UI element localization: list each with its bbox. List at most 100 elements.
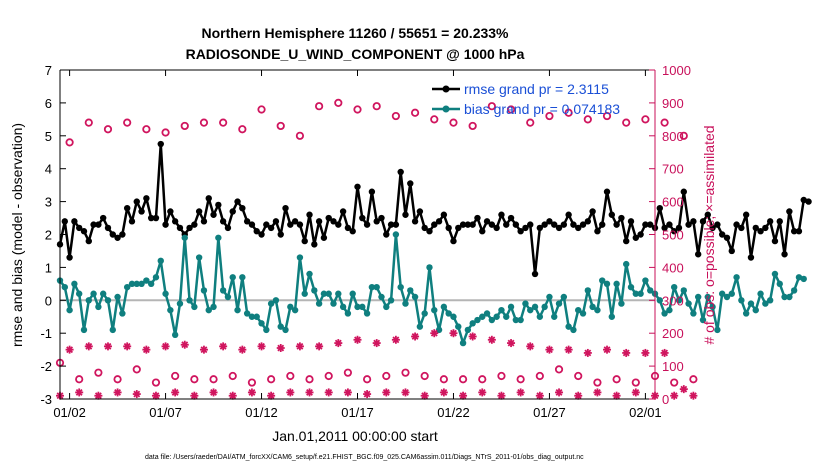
data-point bbox=[65, 138, 74, 147]
data-point bbox=[382, 371, 391, 381]
data-point bbox=[800, 275, 807, 283]
data-point bbox=[593, 378, 602, 387]
data-point bbox=[224, 224, 232, 232]
data-point bbox=[642, 221, 649, 228]
data-point bbox=[151, 378, 161, 387]
asterisk-stroke bbox=[593, 388, 601, 396]
data-point bbox=[263, 221, 270, 228]
data-point bbox=[752, 224, 759, 232]
data-point bbox=[209, 375, 218, 384]
asterisk-stroke bbox=[661, 349, 669, 357]
data-point bbox=[339, 303, 347, 311]
data-point bbox=[343, 368, 353, 377]
data-point bbox=[305, 388, 314, 397]
asterisk-stroke bbox=[488, 336, 496, 344]
x-tick-label: 01/17 bbox=[341, 405, 374, 420]
data-point bbox=[536, 224, 544, 232]
data-point bbox=[387, 221, 395, 228]
data-point bbox=[411, 293, 419, 301]
data-point bbox=[210, 303, 217, 311]
data-point bbox=[776, 218, 783, 225]
data-point bbox=[781, 293, 788, 301]
data-point bbox=[526, 342, 535, 351]
data-point bbox=[776, 280, 783, 288]
data-point bbox=[728, 247, 735, 255]
data-point bbox=[411, 332, 420, 341]
data-point bbox=[344, 310, 352, 317]
data-point bbox=[742, 211, 750, 218]
data-point bbox=[469, 320, 476, 327]
data-point bbox=[704, 211, 711, 218]
data-point bbox=[421, 310, 428, 317]
data-point bbox=[65, 345, 74, 354]
x-tick-label: 01/12 bbox=[245, 405, 278, 420]
data-point bbox=[747, 300, 755, 307]
data-point bbox=[167, 208, 174, 215]
data-point bbox=[670, 378, 679, 387]
data-point bbox=[215, 201, 222, 209]
data-point bbox=[152, 274, 160, 281]
data-point bbox=[315, 300, 323, 307]
data-point bbox=[632, 234, 640, 241]
data-point bbox=[103, 125, 113, 134]
data-point bbox=[675, 297, 683, 304]
data-point bbox=[459, 339, 467, 347]
data-point bbox=[468, 332, 477, 341]
data-point bbox=[253, 228, 260, 235]
data-point bbox=[104, 297, 112, 304]
data-point bbox=[113, 388, 122, 397]
data-point bbox=[479, 228, 486, 235]
data-point bbox=[790, 287, 798, 294]
data-point bbox=[368, 188, 376, 195]
data-point bbox=[286, 371, 295, 381]
data-point bbox=[579, 310, 587, 317]
data-point bbox=[234, 198, 241, 205]
asterisk-stroke bbox=[430, 329, 438, 337]
data-point bbox=[99, 290, 107, 297]
data-point bbox=[267, 224, 275, 232]
y-tick-label: 7 bbox=[45, 63, 52, 78]
asterisk-stroke bbox=[133, 390, 141, 398]
data-point bbox=[757, 290, 764, 297]
x-tick-label: 01/27 bbox=[533, 405, 566, 420]
asterisk-stroke bbox=[354, 336, 361, 344]
data-point bbox=[786, 208, 793, 215]
chart-title: Northern Hemisphere 11260 / 55651 = 20.2… bbox=[201, 25, 509, 41]
data-point bbox=[272, 218, 280, 225]
data-point bbox=[435, 326, 443, 334]
data-point bbox=[143, 195, 150, 202]
data-point bbox=[766, 297, 774, 304]
data-point bbox=[180, 340, 189, 349]
data-point bbox=[440, 211, 448, 218]
data-point bbox=[90, 221, 97, 228]
data-point bbox=[781, 251, 788, 258]
data-point bbox=[176, 300, 184, 307]
series-4 bbox=[56, 329, 698, 400]
y-tick-label-right: 400 bbox=[662, 260, 684, 275]
data-point bbox=[666, 306, 673, 314]
y-tick-label: -3 bbox=[40, 392, 52, 407]
data-point bbox=[320, 290, 328, 297]
asterisk-stroke bbox=[123, 342, 131, 350]
data-point bbox=[554, 365, 564, 374]
asterisk-stroke bbox=[363, 390, 371, 398]
data-point bbox=[162, 290, 169, 297]
data-point bbox=[363, 221, 371, 228]
data-point bbox=[85, 237, 92, 245]
data-point bbox=[575, 224, 582, 232]
data-point bbox=[694, 251, 702, 258]
data-point bbox=[560, 221, 568, 228]
data-point bbox=[132, 390, 141, 399]
data-point bbox=[372, 102, 381, 111]
asterisk-stroke bbox=[689, 392, 697, 400]
data-point bbox=[157, 140, 164, 148]
data-point bbox=[209, 388, 218, 397]
data-point bbox=[147, 214, 155, 222]
data-point bbox=[238, 125, 247, 134]
asterisk-stroke bbox=[459, 392, 467, 400]
data-point bbox=[276, 121, 285, 131]
data-point bbox=[512, 316, 520, 324]
data-point bbox=[766, 218, 774, 225]
asterisk-stroke bbox=[440, 388, 448, 396]
asterisk-stroke bbox=[104, 342, 112, 350]
